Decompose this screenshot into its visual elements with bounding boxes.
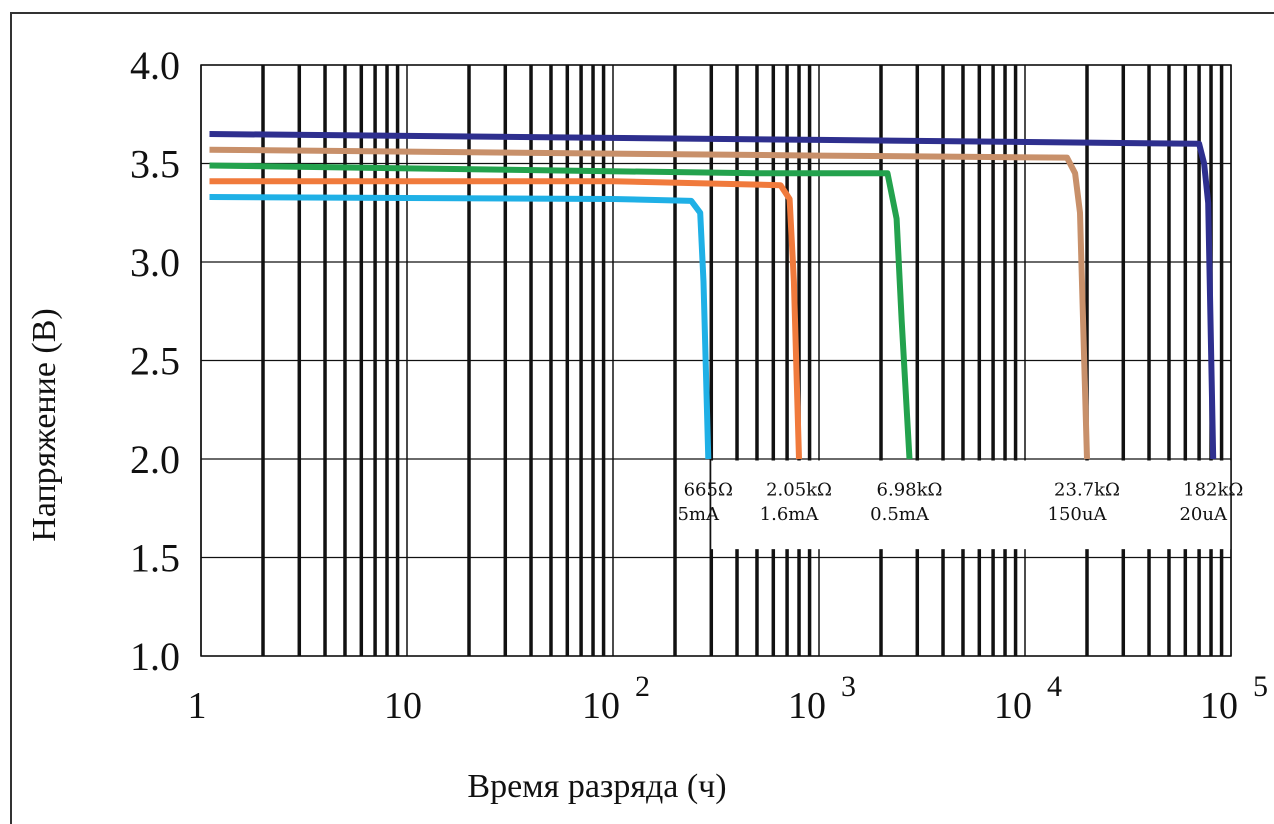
y-tick-label: 2.5 xyxy=(130,339,180,384)
curve-current-label: 20uA xyxy=(1179,504,1227,525)
curve-resistance-label: 182kΩ xyxy=(1183,479,1243,500)
discharge-curves xyxy=(209,131,1217,460)
x-tick-label: 10 xyxy=(582,685,620,727)
series-line-5 xyxy=(209,131,1217,460)
x-axis-title: Время разряда (ч) xyxy=(467,768,726,805)
x-tick-exponent: 5 xyxy=(1253,670,1268,703)
y-axis-title: Напряжение (В) xyxy=(26,308,63,541)
series-line-3 xyxy=(209,162,913,460)
y-tick-labels: 1.0 1.5 2.0 2.5 3.0 3.5 4.0 xyxy=(130,43,180,679)
curve-labels: 665Ω 5mA 2.05kΩ 1.6mA 6.98kΩ 0.5mA 23.7kΩ 150uA… xyxy=(677,479,1243,525)
y-tick-label: 3.5 xyxy=(130,142,180,187)
curve-resistance-label: 23.7kΩ xyxy=(1054,479,1120,500)
x-tick-exponent: 4 xyxy=(1047,670,1062,703)
x-tick-label: 10 xyxy=(1200,685,1238,727)
curve-current-label: 150uA xyxy=(1048,504,1108,525)
x-tick-label: 1 xyxy=(188,685,207,727)
series-line-4 xyxy=(209,146,1090,460)
curve-resistance-label: 665Ω xyxy=(684,479,733,500)
x-tick-exponent: 2 xyxy=(635,670,650,703)
y-tick-label: 1.0 xyxy=(130,634,180,679)
x-tick-labels: 1 10 10 2 10 3 10 4 10 5 xyxy=(188,670,1269,727)
plot-border xyxy=(200,64,1232,657)
y-tick-label: 2.0 xyxy=(130,437,180,482)
x-tick-label: 10 xyxy=(994,685,1032,727)
curve-resistance-label: 2.05kΩ xyxy=(766,479,832,500)
y-tick-label: 4.0 xyxy=(130,43,180,88)
y-tick-label: 1.5 xyxy=(130,536,180,581)
curve-current-label: 0.5mA xyxy=(870,504,930,525)
series-line-2 xyxy=(209,178,802,460)
x-tick-label: 10 xyxy=(384,685,422,727)
figure-frame xyxy=(10,12,1274,824)
curve-current-label: 1.6mA xyxy=(760,504,820,525)
x-tick-label: 10 xyxy=(788,685,826,727)
label-box xyxy=(711,460,1231,550)
curve-resistance-label: 6.98kΩ xyxy=(877,479,943,500)
x-tick-exponent: 3 xyxy=(841,670,856,703)
y-tick-label: 3.0 xyxy=(130,240,180,285)
curve-current-label: 5mA xyxy=(677,504,720,525)
series-line-1 xyxy=(209,194,712,460)
